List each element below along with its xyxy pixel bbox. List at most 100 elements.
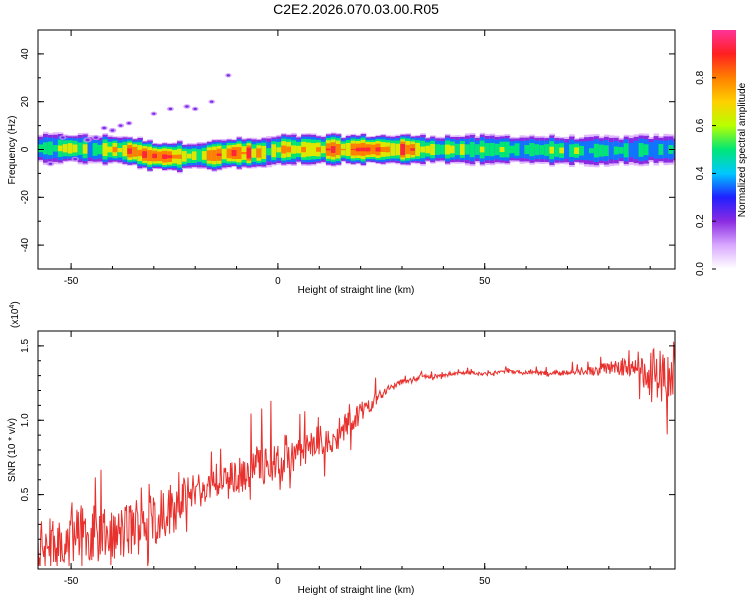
heatmap-cell bbox=[52, 145, 59, 152]
snr-scale-label: (x104) bbox=[9, 301, 21, 328]
heatmap-cell bbox=[211, 150, 218, 161]
heatmap-blob-core bbox=[210, 100, 214, 103]
heatmap-cell bbox=[539, 145, 545, 155]
colorbar-tick-label: 0.8 bbox=[695, 70, 706, 84]
colorbar-label: Normalized spectral amplitude bbox=[737, 82, 748, 217]
heatmap-cell bbox=[236, 147, 243, 159]
heatmap-cell bbox=[340, 148, 347, 151]
heatmap-cell bbox=[534, 144, 540, 156]
heatmap-cell bbox=[390, 143, 396, 156]
heatmap-blob-core bbox=[85, 138, 90, 142]
heatmap-cell bbox=[62, 144, 69, 153]
heatmap-cell bbox=[335, 144, 342, 156]
heatmap-cell bbox=[271, 144, 277, 158]
heatmap-cell bbox=[97, 144, 104, 155]
heatmap-cell bbox=[499, 147, 506, 152]
spectrogram-y-tick-label: 0 bbox=[20, 146, 31, 152]
heatmap-cell bbox=[564, 142, 570, 159]
heatmap-blob-core bbox=[185, 105, 189, 108]
heatmap-cell bbox=[261, 145, 267, 159]
heatmap-cell bbox=[281, 145, 287, 154]
heatmap-cell bbox=[57, 145, 64, 152]
heatmap-cell bbox=[425, 145, 431, 154]
heatmap-cell bbox=[410, 148, 416, 151]
heatmap-cell bbox=[370, 144, 377, 155]
heatmap-cell bbox=[172, 154, 178, 159]
heatmap-cell bbox=[316, 147, 322, 152]
heatmap-cell bbox=[445, 144, 451, 155]
spectrogram-y-tick-label: -20 bbox=[20, 190, 31, 205]
snr-y-tick-label: 0.5 bbox=[20, 487, 31, 501]
snr-scale-text: (x104) bbox=[9, 301, 21, 328]
snr-x-tick-label: -50 bbox=[64, 576, 79, 587]
heatmap-cell bbox=[430, 144, 436, 155]
spectrogram-y-tick-label: 40 bbox=[20, 48, 31, 60]
heatmap-cell bbox=[241, 152, 248, 155]
heatmap-cell bbox=[400, 144, 406, 155]
heatmap-cell bbox=[464, 144, 471, 155]
heatmap-cell bbox=[554, 143, 560, 157]
heatmap-cell bbox=[330, 146, 337, 153]
snr-scale-close: ) bbox=[10, 301, 21, 304]
heatmap-cell bbox=[593, 143, 600, 158]
heatmap-cell bbox=[608, 142, 615, 160]
heatmap-cell bbox=[569, 144, 575, 157]
heatmap-blob-core bbox=[193, 107, 197, 110]
heatmap-cell bbox=[648, 142, 655, 157]
heatmap-blob-core bbox=[93, 136, 98, 139]
heatmap-blob-core bbox=[127, 122, 131, 125]
spectrogram-panel: -50 0 50 -40 -20 0 20 40 Height of straight lin… bbox=[7, 29, 676, 296]
heatmap-cell bbox=[415, 142, 421, 157]
heatmap-cell bbox=[291, 145, 297, 154]
heatmap-cell bbox=[663, 140, 669, 159]
heatmap-cell bbox=[365, 147, 372, 152]
heatmap-cell bbox=[117, 148, 123, 153]
snr-ticks: -50 0 50 0.5 1.0 1.5 bbox=[20, 331, 675, 587]
heatmap-cell bbox=[549, 146, 555, 154]
heatmap-cell bbox=[162, 154, 168, 159]
heatmap-cell bbox=[251, 148, 257, 158]
heatmap-cell bbox=[206, 150, 213, 161]
heatmap-cell bbox=[479, 146, 486, 153]
spectrogram-y-tick-label: 20 bbox=[20, 96, 31, 108]
heatmap-cell bbox=[311, 143, 317, 156]
heatmap-cell bbox=[440, 144, 446, 155]
heatmap-cell bbox=[519, 141, 526, 158]
heatmap-blob-core bbox=[102, 126, 106, 130]
heatmap-cell bbox=[196, 149, 203, 162]
snr-scale-exponent: 4 bbox=[9, 305, 16, 309]
snr-y-tick-label: 1.0 bbox=[20, 413, 31, 427]
heatmap-cell bbox=[350, 149, 357, 150]
heatmap-cell bbox=[191, 151, 198, 160]
heatmap-cell bbox=[484, 143, 491, 156]
heatmap-cell bbox=[628, 142, 635, 158]
heatmap-cell bbox=[286, 146, 292, 153]
heatmap-cell bbox=[107, 146, 114, 153]
heatmap-cell bbox=[142, 151, 148, 158]
heatmap-cell bbox=[405, 144, 411, 155]
heatmap-cell bbox=[147, 150, 153, 162]
heatmap-cell bbox=[167, 155, 173, 159]
heatmap-cell bbox=[450, 145, 456, 154]
heatmap-cell bbox=[360, 147, 367, 152]
heatmap-cell bbox=[395, 143, 401, 156]
heatmap-cell bbox=[474, 144, 481, 155]
heatmap-cell bbox=[643, 144, 650, 156]
colorbar-tick-label: 0.0 bbox=[695, 262, 706, 276]
heatmap-blob-core bbox=[226, 74, 230, 77]
colorbar-tick-label: 0.2 bbox=[695, 214, 706, 228]
heatmap-cell bbox=[82, 144, 89, 154]
spectrogram-x-tick-label: -50 bbox=[64, 276, 79, 287]
heatmap-cell bbox=[152, 153, 158, 159]
heatmap-cell bbox=[181, 151, 188, 162]
colorbar: 0.0 0.2 0.4 0.6 0.8 Normalized spectral ampl… bbox=[695, 30, 748, 276]
heatmap-cell bbox=[579, 145, 585, 156]
heatmap-cell bbox=[216, 153, 223, 156]
heatmap-cell bbox=[276, 147, 282, 153]
heatmap-cell bbox=[454, 143, 461, 156]
snr-series-line bbox=[38, 341, 675, 567]
heatmap-cell bbox=[301, 146, 307, 153]
heatmap-cell bbox=[102, 143, 109, 156]
heatmap-cell bbox=[87, 140, 94, 158]
heatmap-cell bbox=[226, 148, 233, 159]
